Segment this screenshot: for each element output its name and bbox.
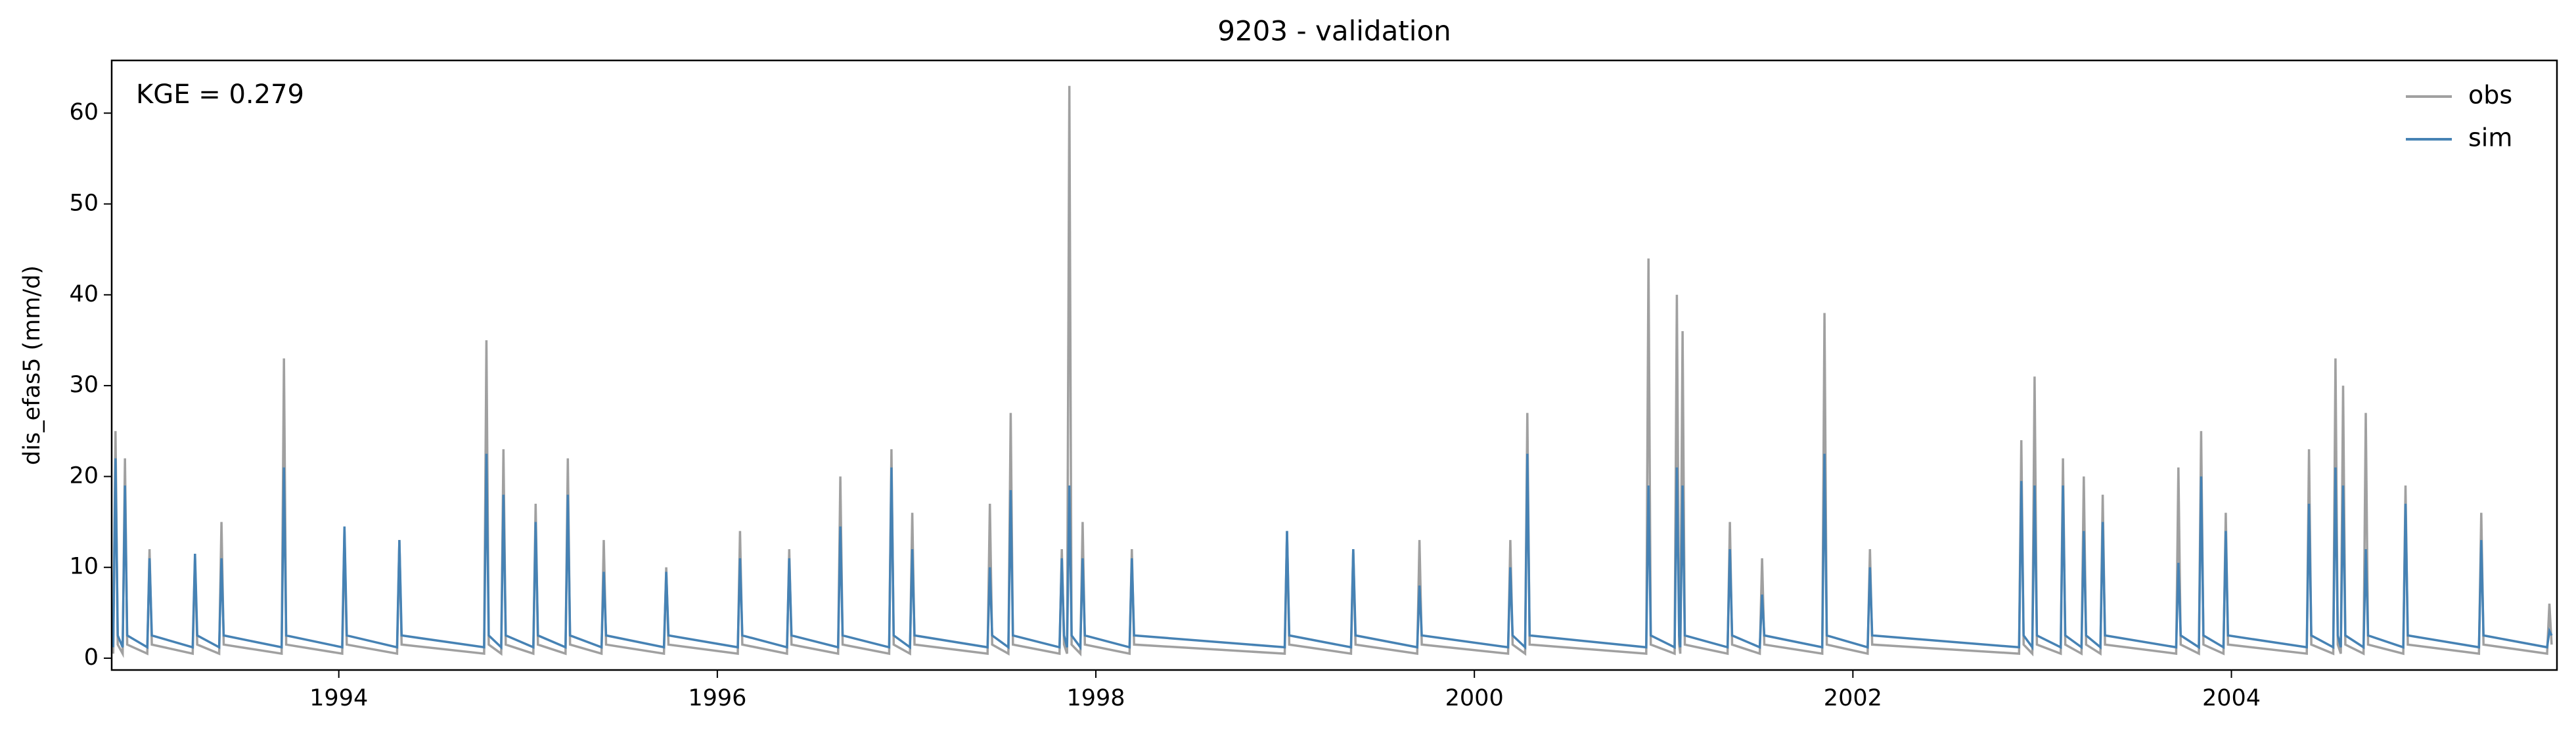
y-tick-label: 0 <box>84 644 99 671</box>
x-tick-label: 2000 <box>1445 685 1504 711</box>
y-tick-label: 40 <box>69 281 99 307</box>
plot-frame <box>110 59 2558 671</box>
x-tick-label: 2002 <box>1824 685 1882 711</box>
y-tick-label: 10 <box>69 554 99 580</box>
x-tick-label: 1998 <box>1066 685 1125 711</box>
x-tick-label: 1994 <box>309 685 368 711</box>
y-tick-label: 50 <box>69 190 99 217</box>
chart-title: 9203 - validation <box>1217 15 1451 47</box>
x-tick-label: 2004 <box>2202 685 2261 711</box>
legend-label: obs <box>2468 81 2512 110</box>
y-tick-label: 60 <box>69 99 99 125</box>
annotation: KGE = 0.279 <box>136 79 304 110</box>
legend-label: sim <box>2468 123 2512 152</box>
x-tick-label: 1996 <box>688 685 746 711</box>
line-sim <box>112 453 2553 651</box>
y-axis-label: dis_efas5 (mm/d) <box>19 265 45 465</box>
y-tick-label: 20 <box>69 462 99 489</box>
y-tick-label: 30 <box>69 372 99 398</box>
